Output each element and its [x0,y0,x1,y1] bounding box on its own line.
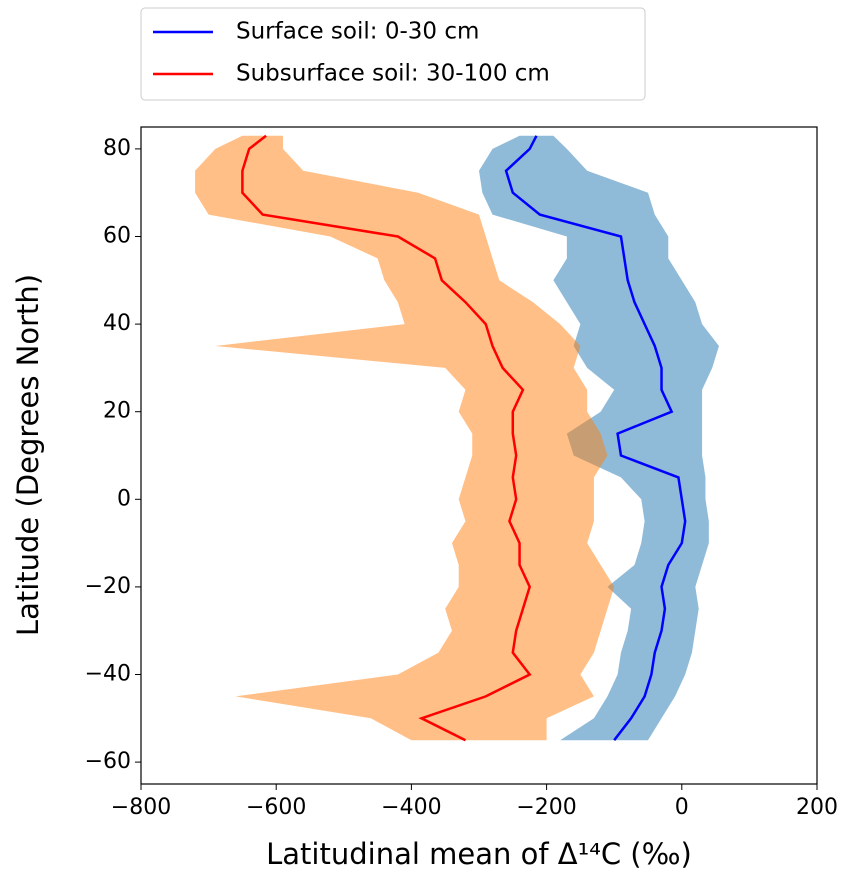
y-tick-label: −60 [85,749,131,774]
x-tick-label: −600 [246,795,306,820]
plot-frame [140,126,818,785]
y-tick-label: −20 [85,574,131,599]
x-axis-label: Latitudinal mean of Δ¹⁴C (‰) [266,837,692,871]
band [195,135,615,741]
y-axis-label: Latitude (Degrees North) [11,274,45,636]
legend-label: Surface soil: 0-30 cm [236,19,479,45]
x-tick-label: −800 [111,795,171,820]
x-tick-label: −200 [516,795,576,820]
x-tick-label: 0 [675,795,689,820]
line [241,134,532,742]
x-tick-label: 200 [796,795,838,820]
y-tick-label: 20 [103,399,131,424]
y-tick-label: 40 [103,311,131,336]
y-tick-label: 60 [103,224,131,249]
legend-label: Subsurface soil: 30-100 cm [236,61,550,87]
y-tick-label: −40 [85,662,131,687]
y-tick-label: 80 [103,136,131,161]
x-tick-label: −400 [381,795,441,820]
y-tick-label: 0 [117,486,131,511]
line [504,135,687,741]
legend-box [140,7,646,101]
